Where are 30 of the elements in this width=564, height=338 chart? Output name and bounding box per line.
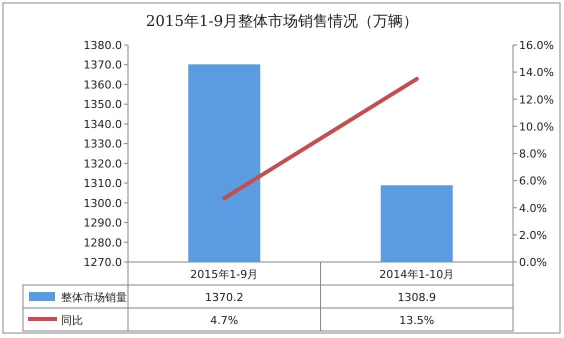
data-label: 1370.2 <box>205 291 244 304</box>
y2-tick-label: 10.0% <box>519 120 554 134</box>
x-tick-label: 2014年1-10月 <box>379 268 454 281</box>
y-tick-label: 1320.0 <box>84 157 122 170</box>
y-tick-label: 1370.0 <box>84 58 122 72</box>
y-tick-label: 1380.0 <box>84 39 122 52</box>
y2-tick-label: 8.0% <box>519 148 547 160</box>
y2-tick-label: 16.0% <box>519 39 554 52</box>
data-label: 1308.9 <box>398 291 436 304</box>
data-label: 4.7% <box>210 314 238 327</box>
y-tick-label: 1350.0 <box>84 98 122 112</box>
y2-tick-label: 6.0% <box>519 174 547 188</box>
y2-tick-label: 14.0% <box>519 66 554 80</box>
y-tick-label: 1310.0 <box>84 177 122 190</box>
y-tick-label: 1270.0 <box>84 256 122 269</box>
y-tick-label: 1360.0 <box>84 78 122 92</box>
y2-tick-label: 12.0% <box>519 93 554 106</box>
x-tick-label: 2015年1-9月 <box>190 268 258 281</box>
y-tick-label: 1330.0 <box>84 138 122 151</box>
legend-label: 同比 <box>61 314 83 327</box>
y2-tick-label: 0.0% <box>519 256 547 269</box>
y-tick-label: 1280.0 <box>84 236 122 250</box>
y-tick-label: 1290.0 <box>84 216 122 230</box>
y2-tick-label: 4.0% <box>519 202 547 215</box>
chart-title: 2015年1-9月整体市场销售情况（万辆） <box>146 12 418 30</box>
y2-tick-label: 2.0% <box>519 228 547 242</box>
data-label: 13.5% <box>399 314 434 327</box>
y-tick-label: 1300.0 <box>84 196 122 210</box>
legend-label: 整体市场销量 <box>61 291 127 304</box>
y-tick-label: 1340.0 <box>84 118 122 131</box>
